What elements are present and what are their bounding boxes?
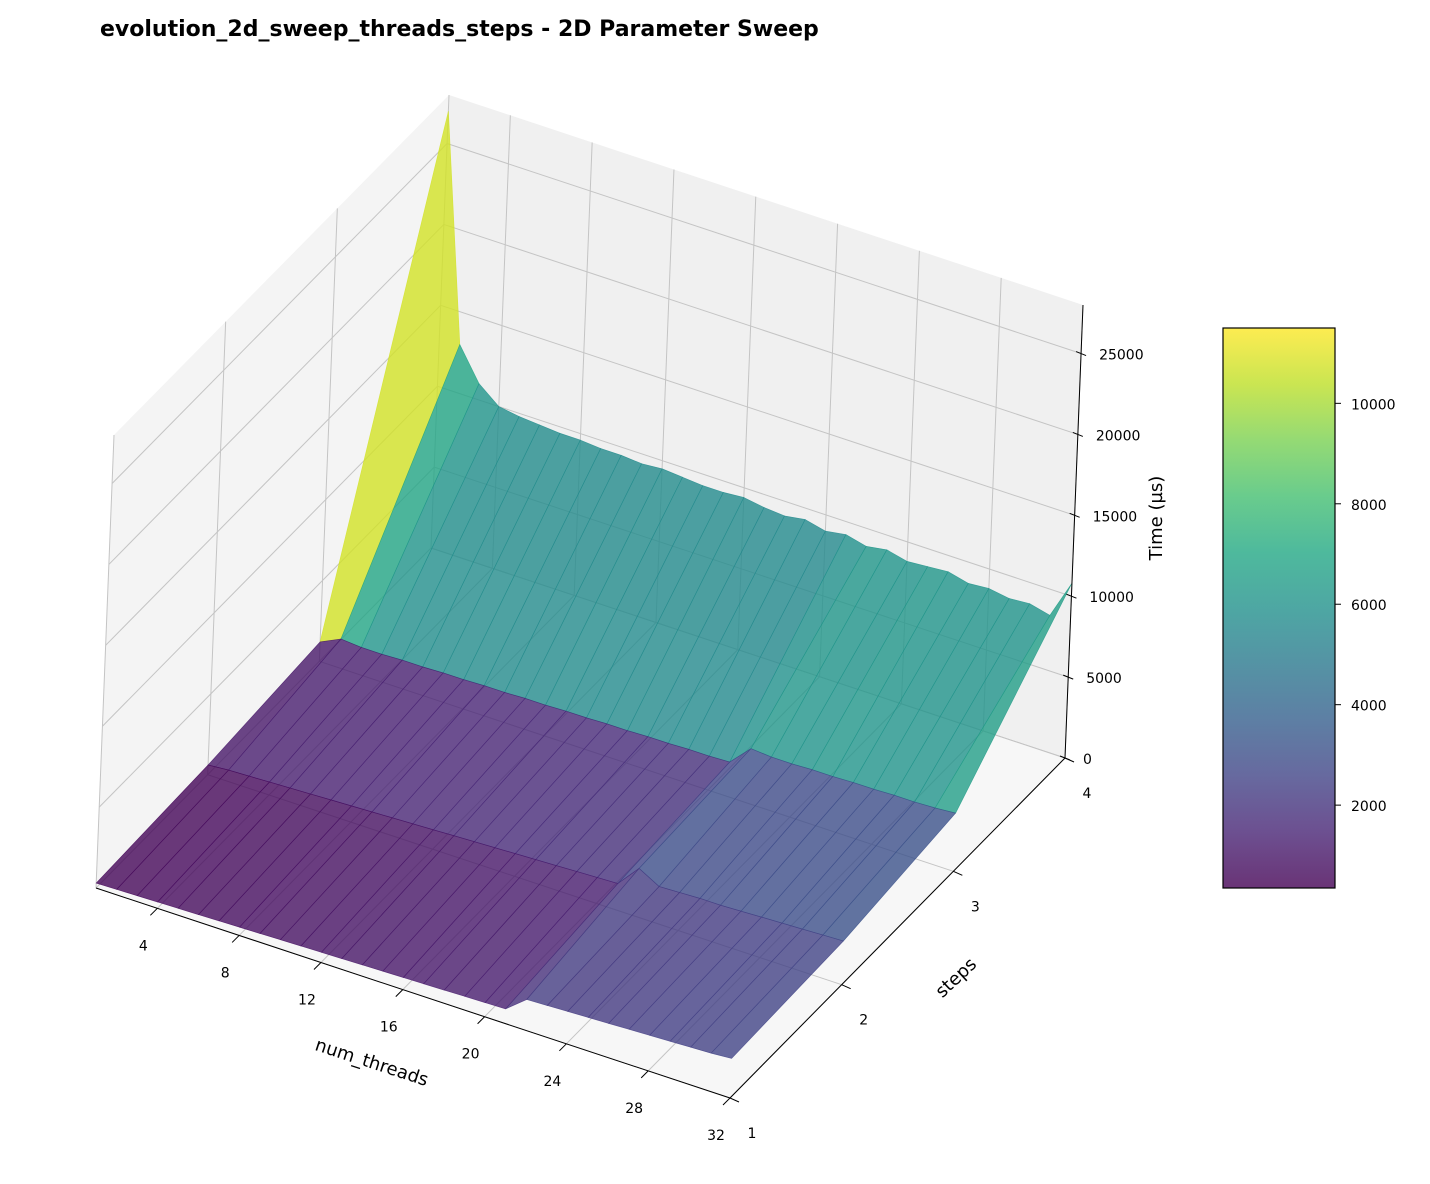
- grid-line: [443, 223, 1079, 435]
- x-tick-label: 20: [462, 1047, 480, 1063]
- left-pane: [96, 95, 449, 888]
- z-tick-label: 0: [1083, 752, 1092, 768]
- x-tick-label: 4: [139, 938, 148, 954]
- y-tick-label: 4: [1083, 786, 1092, 802]
- surface-face: [710, 934, 844, 1059]
- colorbar-tick-label: 6000: [1351, 598, 1387, 614]
- x-tick: [477, 1016, 485, 1025]
- y-tick: [841, 984, 851, 990]
- surface: [95, 111, 1073, 1059]
- chart-title: evolution_2d_sweep_threads_steps - 2D Pa…: [100, 17, 819, 42]
- x-tick-label: 32: [707, 1128, 725, 1144]
- z-tick: [1075, 351, 1087, 356]
- z-tick-label: 25000: [1099, 348, 1144, 364]
- colorbar: 2000 4000 6000 8000 10000: [1222, 327, 1396, 889]
- y-tick: [953, 870, 963, 876]
- y-axis-label: steps: [931, 954, 981, 1002]
- x-tick: [150, 907, 158, 916]
- grid-line: [111, 143, 448, 484]
- z-tick-label: 20000: [1096, 428, 1141, 444]
- x-tick-label: 16: [380, 1020, 398, 1036]
- z-tick: [1063, 674, 1074, 680]
- z-axis-label: Time (µs): [1146, 476, 1167, 562]
- z-tick: [1066, 593, 1077, 599]
- y-tick: [729, 1097, 740, 1103]
- z-tick: [1069, 512, 1080, 518]
- colorbar-tick-label: 10000: [1351, 397, 1396, 413]
- x-tick: [640, 1070, 649, 1079]
- x-tick-label: 28: [625, 1101, 643, 1117]
- x-tick: [313, 962, 322, 970]
- x-tick-label: 8: [221, 965, 230, 981]
- grid-line: [437, 385, 1072, 597]
- grid-line: [207, 321, 227, 775]
- z-tick-label: 5000: [1086, 671, 1122, 687]
- grid-line: [105, 304, 441, 646]
- y-tick-label: 3: [971, 899, 980, 915]
- grid-line: [108, 224, 445, 565]
- y-tick-label: 2: [859, 1013, 868, 1029]
- x-axis-label: num_threads: [312, 1035, 430, 1091]
- grid-line: [318, 208, 338, 662]
- colorbar-tick-label: 2000: [1351, 799, 1387, 815]
- z-tick: [1072, 431, 1084, 437]
- x-axis-line: [95, 887, 731, 1099]
- x-tick-label: 24: [543, 1074, 561, 1090]
- z-axis-line: [1064, 304, 1084, 759]
- colorbar-tick-label: 8000: [1351, 498, 1387, 514]
- y-axis-line: [729, 757, 1066, 1099]
- z-tick-label: 10000: [1089, 590, 1134, 606]
- grid-line: [446, 143, 1082, 355]
- grid-line: [440, 304, 1075, 516]
- y-tick-label: 1: [748, 1126, 757, 1142]
- z-tick: [1059, 755, 1071, 761]
- x-tick: [722, 1097, 731, 1106]
- x-tick: [395, 989, 404, 997]
- colorbar-fill: [1222, 327, 1336, 889]
- grid-line: [95, 434, 115, 889]
- colorbar-tick-label: 4000: [1351, 699, 1387, 715]
- x-tick: [231, 935, 240, 943]
- x-tick: [559, 1043, 567, 1052]
- x-tick-label: 12: [298, 993, 316, 1009]
- z-tick-label: 15000: [1093, 509, 1138, 525]
